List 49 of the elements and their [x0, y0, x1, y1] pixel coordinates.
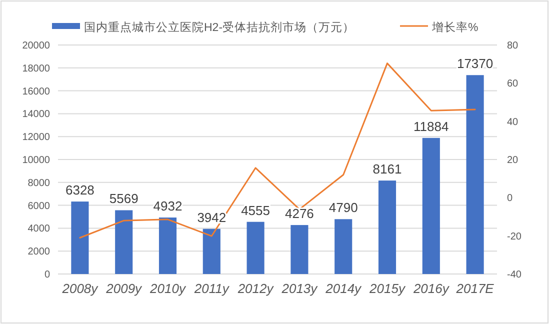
data-label: 8161	[372, 162, 402, 177]
y2-tick-label: -40	[507, 270, 522, 280]
y-tick-label: 14000	[22, 109, 50, 120]
y2-tick-label: -20	[507, 231, 522, 242]
x-tick-label: 2009y	[105, 281, 144, 296]
bar	[334, 219, 352, 274]
bar	[290, 225, 308, 274]
bar	[246, 222, 264, 274]
x-tick-label: 2010y	[149, 281, 187, 296]
data-label: 5569	[109, 191, 138, 206]
x-tick-label: 2015y	[368, 281, 406, 296]
data-label: 4555	[241, 202, 270, 218]
bar	[422, 138, 440, 274]
y-tick-label: 18000	[22, 63, 50, 74]
y2-tick-label: 20	[507, 155, 519, 166]
data-label: 4276	[284, 206, 314, 222]
legend-label: 增长率%	[431, 20, 478, 34]
bar	[71, 202, 89, 274]
y-tick-label: 8000	[28, 178, 50, 189]
y2-tick-label: 40	[507, 116, 519, 128]
data-label: 17370	[456, 56, 494, 72]
data-label: 11884	[414, 118, 449, 134]
y2-tick-label: 80	[507, 40, 519, 52]
y-tick-label: 2000	[28, 246, 50, 258]
y-tick-label: 20000	[22, 40, 50, 52]
x-tick-label: 2012y	[236, 281, 275, 296]
x-tick-label: 2013y	[280, 281, 319, 296]
x-tick-label: 2017E	[455, 281, 494, 296]
data-label: 4932	[153, 198, 182, 214]
bar	[202, 228, 220, 274]
y-tick-label: 0	[44, 270, 50, 280]
y2-tick-label: 0	[507, 193, 513, 204]
legend-label: 国内重点城市公立医院H2-受体拮抗剂市场（万元）	[84, 20, 355, 34]
x-tick-label: 2014y	[324, 281, 363, 296]
y-tick-label: 12000	[22, 132, 50, 144]
y-tick-label: 10000	[22, 155, 50, 166]
x-tick-label: 2011y	[193, 281, 230, 296]
data-label: 4790	[328, 200, 358, 216]
bar	[158, 218, 177, 274]
y-tick-label: 4000	[28, 224, 50, 235]
y-tick-label: 16000	[22, 86, 50, 98]
bar	[115, 210, 133, 274]
bar	[378, 180, 396, 274]
x-tick-label: 2008y	[61, 281, 100, 296]
data-label: 6328	[65, 182, 94, 198]
y-tick-label: 6000	[28, 200, 50, 212]
y2-tick-label: 60	[507, 78, 519, 90]
x-tick-label: 2016y	[412, 281, 450, 296]
bar	[466, 75, 484, 274]
